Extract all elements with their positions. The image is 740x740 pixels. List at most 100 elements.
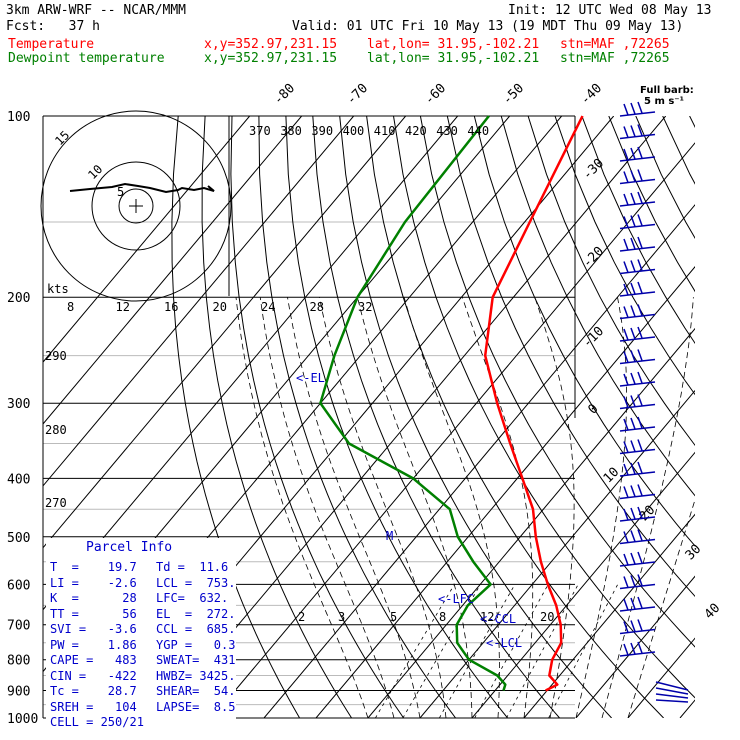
wind-barb-staff xyxy=(619,358,656,365)
wind-barb-staff xyxy=(619,156,656,162)
wind-barb-flag xyxy=(623,396,629,408)
wind-barb-staff xyxy=(619,448,656,455)
dry-adiabat-line xyxy=(689,116,695,128)
isotherm-line xyxy=(523,513,695,718)
temperature-tick-label: -40 xyxy=(578,81,605,108)
init-time: Init: 12 UTC Wed 08 May 13 xyxy=(508,3,712,18)
wind-barb-flag xyxy=(623,373,629,386)
pressure-tick-label: 700 xyxy=(7,619,30,634)
mixing-ratio-label: 2 xyxy=(298,610,305,624)
dry-adiabat-line xyxy=(230,116,405,718)
temperature-tick-label: 0 xyxy=(585,401,601,417)
parcel-info-left: CELL = 250/21 xyxy=(50,715,144,729)
parcel-info-left: PW = 1.86 xyxy=(50,637,137,652)
lcl-label: <-LCL xyxy=(486,636,522,650)
wind-barb-flag xyxy=(630,575,636,587)
pressure-tick-label: 400 xyxy=(7,472,30,487)
dewpoint-trace xyxy=(319,115,507,691)
isotherm-line xyxy=(211,142,695,718)
pressure-tick-label: 300 xyxy=(7,397,30,412)
wind-barb-flag xyxy=(637,146,643,159)
wind-barb-flag xyxy=(623,418,629,431)
wind-barb-flag xyxy=(630,417,636,430)
parcel-info-left: SVI = -3.6 xyxy=(50,622,137,636)
dry-adiabat-line xyxy=(258,116,457,718)
dry-adiabat-line xyxy=(312,116,560,718)
parcel-info-panel: Parcel Info T = 19.7 Td = 11.6 LI = -2.6 LC… xyxy=(46,538,236,729)
temperature-station: stn=MAF ,72265 xyxy=(560,37,670,52)
wind-barb-flag xyxy=(623,148,629,161)
hodo-speed-label: 12 xyxy=(116,300,130,314)
ccl-label: <-CCL xyxy=(480,612,516,626)
hodo-speed-label: 28 xyxy=(310,300,324,314)
hodograph-trace xyxy=(69,182,215,194)
temperature-tick-label: -30 xyxy=(580,156,607,183)
wind-barb-flag xyxy=(630,440,636,452)
wind-barbs xyxy=(619,101,689,703)
temperature-legend: Temperature xyxy=(8,37,95,52)
wind-barb-flag xyxy=(637,484,643,496)
wind-barb-flag xyxy=(637,326,643,339)
sounding-traces xyxy=(319,115,584,692)
lfc-label: <-LFC xyxy=(438,592,474,606)
parcel-info-right: YGP = 0.3 xyxy=(156,637,236,652)
wind-barb-flag xyxy=(637,574,643,586)
dry-adiabat-line xyxy=(201,116,353,718)
theta-e-label: 280 xyxy=(45,423,67,437)
wind-barb-flag xyxy=(623,621,629,633)
wind-barb-flag xyxy=(637,551,643,564)
parcel-info-left: SREH = 104 xyxy=(50,699,137,714)
isotherm-line xyxy=(43,116,459,611)
wind-barb-flag xyxy=(623,531,629,543)
parcel-info-right: Td = 11.6 xyxy=(156,560,229,574)
moist-adiabat-line xyxy=(235,297,369,718)
isotherm-line xyxy=(419,389,695,718)
temperature-latlon: lat,lon= 31.95,-102.21 xyxy=(367,37,540,52)
wind-barb-staff xyxy=(619,381,656,387)
pressure-tick-label: 500 xyxy=(7,531,30,546)
wind-barb-flag xyxy=(630,237,636,250)
theta-e-label: 290 xyxy=(45,349,67,363)
pressure-tick-label: 200 xyxy=(7,291,30,306)
isotherm-line xyxy=(43,116,407,549)
theta-e-label: 270 xyxy=(45,496,67,510)
moist-adiabat-line xyxy=(319,297,447,718)
dry-adiabat-line xyxy=(581,116,695,345)
dry-adiabat-grid xyxy=(171,116,695,718)
wind-barb-flag xyxy=(630,260,636,272)
dewpoint-legend: Dewpoint temperature xyxy=(8,51,165,66)
mixing-ratio-label: 5 xyxy=(390,610,397,624)
wind-barb-flag xyxy=(637,259,643,271)
wind-barb-flag xyxy=(630,192,636,205)
wind-barb-flag xyxy=(630,215,636,227)
wind-barb-flag xyxy=(623,261,629,273)
hodo-speed-label: 32 xyxy=(358,300,372,314)
hodo-ring-label: 5 xyxy=(117,185,124,199)
isotherm-line xyxy=(263,204,695,718)
parcel-info-left: CIN = -422 xyxy=(50,668,137,683)
wind-barb-flag xyxy=(623,598,629,611)
wind-barb-flag xyxy=(623,328,629,341)
pressure-tick-label: 800 xyxy=(7,654,30,669)
parcel-info-right: SHEAR= 54. xyxy=(156,684,236,698)
wind-barb-flag xyxy=(630,485,636,497)
wind-barb-flag xyxy=(623,126,629,138)
hodo-speed-label: 8 xyxy=(67,300,74,314)
theta-label: 380 xyxy=(280,124,302,138)
wind-barb-flag xyxy=(637,101,643,114)
dry-adiabat-line xyxy=(393,116,695,699)
wind-barb-flag xyxy=(637,191,643,204)
wind-barb-flag xyxy=(623,576,629,588)
wind-barb-flag xyxy=(637,371,643,384)
dewpoint-latlon: lat,lon= 31.95,-102.21 xyxy=(367,51,540,66)
pressure-tick-label: 900 xyxy=(7,684,30,699)
wind-barb-flag xyxy=(637,596,643,609)
mixing-ratio-line xyxy=(474,584,549,718)
isotherm-line xyxy=(367,327,695,718)
wind-barb-flag xyxy=(630,125,636,137)
wind-barb-flag xyxy=(630,102,636,115)
wind-barb-flag xyxy=(630,350,636,362)
temperature-tick-label: -70 xyxy=(344,81,371,108)
dewpoint-xy: x,y=352.97,231.15 xyxy=(204,51,338,66)
wind-barb-flag xyxy=(623,486,629,498)
